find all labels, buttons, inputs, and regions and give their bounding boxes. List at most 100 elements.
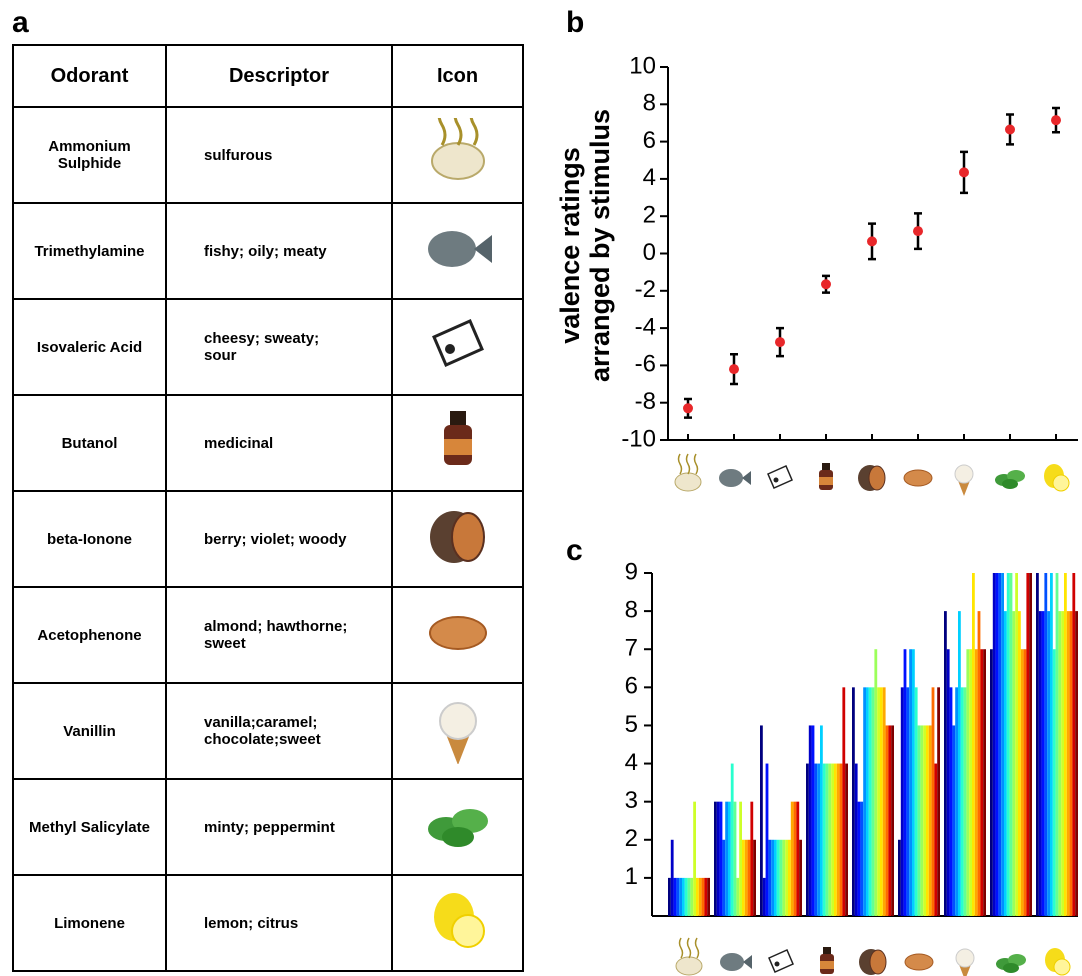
stimulus-icon: [430, 511, 484, 563]
icon-shape: [768, 466, 792, 488]
bar: [1010, 573, 1013, 916]
bar: [699, 878, 702, 916]
stimulus-icon: [1045, 948, 1070, 975]
icon-shape: [1053, 475, 1069, 491]
stimulus-icon: [995, 470, 1025, 489]
bar: [934, 764, 937, 916]
bar: [690, 878, 693, 916]
y-tick-label: -2: [635, 276, 656, 303]
icon-shape: [775, 962, 780, 967]
odorant-cell: beta-Ionone: [13, 491, 166, 587]
bar: [679, 878, 682, 916]
bar: [866, 687, 869, 916]
data-point: [867, 236, 877, 246]
odorant-cell: Ammonium Sulphide: [13, 107, 166, 203]
descriptor-cell: almond; hawthorne; sweet: [166, 587, 392, 683]
icon-shape: [1045, 948, 1065, 972]
bar: [796, 802, 799, 916]
bar: [720, 802, 723, 916]
bar: [950, 687, 953, 916]
icon-shape: [955, 465, 973, 483]
bar: [1067, 611, 1070, 916]
icon-shape: [904, 470, 932, 486]
icon-shape: [996, 958, 1014, 970]
error-bar: [1006, 115, 1014, 145]
stimulus-icon: [434, 893, 484, 947]
bar: [961, 687, 964, 916]
bar: [1070, 611, 1073, 916]
bar: [1044, 573, 1047, 916]
icon-cell: [392, 395, 523, 491]
bar: [812, 725, 815, 916]
header-cell: Descriptor: [166, 45, 392, 107]
bar: [671, 840, 674, 916]
icon-shape: [819, 470, 833, 490]
data-point: [1005, 124, 1015, 134]
panel-label: c: [566, 534, 583, 568]
icon-shape: [859, 949, 883, 975]
bar: [877, 687, 880, 916]
y-tick-label: 5: [625, 711, 638, 738]
bar: [809, 725, 812, 916]
icon-shape: [445, 344, 455, 354]
stimulus-icon: [434, 321, 482, 365]
bar: [1012, 611, 1015, 916]
bar: [947, 649, 950, 916]
odorant-table: Odorant Descriptor Icon Ammonium Sulphid…: [12, 44, 524, 972]
bar: [869, 687, 872, 916]
bar: [1053, 649, 1056, 916]
icon-shape: [995, 474, 1013, 486]
bar: [837, 764, 840, 916]
error-bar: [730, 354, 738, 384]
bar: [782, 840, 785, 916]
bar: [932, 687, 935, 916]
odorant-cell: Methyl Salicylate: [13, 779, 166, 875]
icon-shape: [1003, 963, 1019, 973]
bar: [1015, 573, 1018, 916]
y-tick-label: 2: [625, 825, 638, 852]
bar: [676, 878, 679, 916]
icon-shape: [679, 454, 698, 474]
icon-shape: [680, 938, 699, 958]
data-point: [821, 279, 831, 289]
bar: [996, 573, 999, 916]
descriptor-text: cheesy; sweaty; sour: [204, 330, 354, 364]
stimulus-icon: [858, 465, 885, 491]
y-tick-label: 6: [625, 673, 638, 700]
stimulus-icon: [769, 950, 793, 972]
stimulus-icon: [432, 118, 484, 179]
bar: [958, 611, 961, 916]
bar: [750, 802, 753, 916]
bar: [1042, 611, 1045, 916]
bar: [736, 878, 739, 916]
bar: [702, 878, 705, 916]
bar: [1029, 573, 1032, 916]
icon-shape: [676, 957, 702, 975]
stimulus-icon: [819, 463, 833, 490]
descriptor-cell: minty; peppermint: [166, 779, 392, 875]
stimulus-icon: [905, 954, 933, 970]
icon: [423, 310, 493, 380]
bar: [915, 687, 918, 916]
bar: [1064, 573, 1067, 916]
odorant-cell: Acetophenone: [13, 587, 166, 683]
descriptor-cell: sulfurous: [166, 107, 392, 203]
icon-shape: [1054, 959, 1070, 975]
panel-label: a: [12, 6, 29, 40]
odorant-cell: Limonene: [13, 875, 166, 971]
stimulus-icon: [428, 231, 492, 267]
bar: [763, 878, 766, 916]
y-tick-label: -8: [635, 388, 656, 415]
descriptor-cell: lemon; citrus: [166, 875, 392, 971]
bar: [734, 802, 737, 916]
bar: [1021, 649, 1024, 916]
bar: [901, 687, 904, 916]
stimulus-icon: [955, 465, 973, 496]
y-tick-label: -6: [635, 351, 656, 378]
icon-shape: [1008, 954, 1026, 966]
